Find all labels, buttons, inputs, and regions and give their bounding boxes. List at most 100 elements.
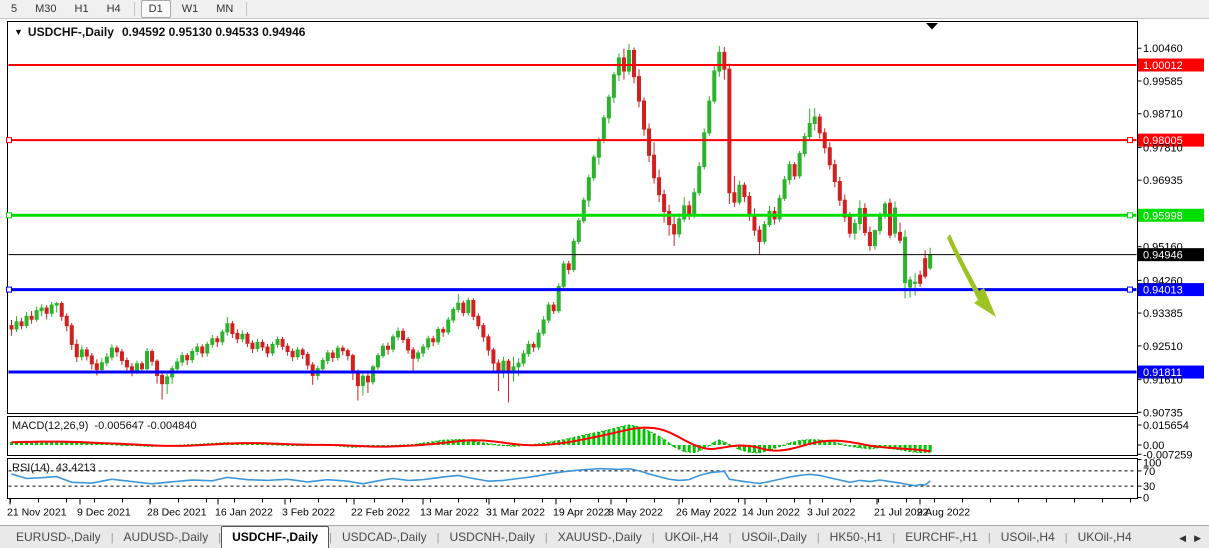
macd-histogram-bar	[692, 445, 696, 453]
date-axis-label: 14 Jun 2022	[742, 507, 800, 519]
date-axis-label: 3 Feb 2022	[282, 507, 335, 519]
candle-body	[893, 207, 898, 234]
candle-body	[260, 341, 265, 348]
chart-tab-usdcad-daily[interactable]: USDCAD-,Daily	[341, 530, 427, 544]
date-axis-label: 8 May 2022	[608, 507, 663, 519]
chart-tab-ukoil-h4[interactable]: UKOil-,H4	[1077, 530, 1132, 544]
macd-histogram-bar	[607, 429, 611, 445]
candle-body	[752, 214, 757, 231]
macd-histogram-bar	[481, 442, 485, 445]
macd-histogram-bar	[125, 445, 129, 446]
chart-dropdown-icon[interactable]: ▼	[14, 27, 23, 37]
candle-body	[491, 349, 496, 364]
macd-histogram-bar	[120, 444, 124, 446]
candle-body	[220, 331, 225, 343]
tab-separator: |	[218, 532, 222, 544]
candle-body	[882, 203, 887, 216]
candle-body	[692, 192, 697, 216]
line-drag-handle[interactable]	[6, 286, 12, 293]
candle-body	[380, 345, 385, 357]
price-level-badge-label: 0.91811	[1143, 367, 1182, 379]
rsi-pane[interactable]	[7, 458, 1138, 499]
macd-histogram-bar	[20, 441, 24, 445]
candle-body	[205, 343, 210, 354]
candle-body	[556, 285, 561, 312]
price-level-badge	[1138, 58, 1204, 72]
line-drag-handle[interactable]	[1127, 212, 1133, 219]
candle-body	[712, 70, 717, 102]
candle-body	[767, 210, 772, 226]
timeframe-button-mn[interactable]: MN	[216, 3, 234, 15]
chart-tab-ukoil-h4[interactable]: UKOil-,H4	[664, 530, 719, 544]
macd-histogram-bar	[823, 440, 827, 445]
candle-body	[24, 315, 29, 327]
timeframe-button-5[interactable]: 5	[11, 3, 18, 15]
macd-histogram-bar	[722, 442, 726, 445]
tab-separator: |	[329, 532, 332, 544]
macd-histogram-bar	[381, 445, 385, 447]
macd-pane[interactable]	[7, 416, 1138, 456]
chart-tab-usoil-h4[interactable]: USOil-,H4	[1000, 530, 1055, 544]
macd-histogram-bar	[90, 443, 94, 445]
main-plot-pane[interactable]	[7, 21, 1138, 414]
candle-body	[707, 100, 712, 134]
candle-body	[190, 350, 195, 361]
macd-plot	[10, 424, 932, 454]
chart-tab-usdchf-daily[interactable]: USDCHF-,Daily	[221, 526, 330, 548]
macd-histogram-bar	[461, 439, 465, 445]
date-axis-label: 13 Mar 2022	[420, 507, 479, 519]
chart-tab-eurusd-daily[interactable]: EURUSD-,Daily	[16, 530, 101, 544]
tab-separator: |	[987, 532, 991, 544]
line-drag-handle[interactable]	[6, 137, 12, 144]
macd-histogram-bar	[898, 445, 902, 450]
candle-body	[79, 349, 84, 358]
chart-tab-hk50-h1[interactable]: HK50-,H1	[829, 530, 883, 544]
chart-tab-usdcnh-daily[interactable]: USDCNH-,Daily	[449, 530, 535, 544]
chart-title: ▼ USDCHF-,Daily 0.94592 0.95130 0.94533 0.…	[14, 25, 305, 39]
tab-scroll-left-icon[interactable]: ◀	[1179, 533, 1187, 543]
line-drag-handle[interactable]	[1127, 137, 1133, 144]
macd-histogram-bar	[476, 441, 480, 445]
candle-body	[807, 122, 812, 138]
macd-histogram-bar	[491, 444, 495, 446]
candle-body	[386, 345, 390, 350]
chart-tab-eurchf-h1[interactable]: EURCHF-,H1	[905, 530, 978, 544]
timeframe-button-h1[interactable]: H1	[74, 3, 89, 15]
chart-tab-usoil-daily[interactable]: USOil-,Daily	[741, 530, 807, 544]
tab-separator: |	[892, 532, 896, 544]
tab-separator: |	[816, 532, 820, 544]
date-axis-label: 9 Aug 2022	[917, 507, 970, 519]
timeframe-button-m30[interactable]: M30	[35, 3, 57, 15]
candle-body	[59, 303, 64, 317]
price-level-badge-label: 0.98005	[1143, 135, 1183, 147]
tab-scroll-right-icon[interactable]: ▶	[1194, 533, 1201, 543]
line-drag-handle[interactable]	[1127, 286, 1133, 293]
candle-body	[456, 302, 461, 311]
chart-shift-marker-icon[interactable]	[926, 23, 938, 30]
candle-body	[145, 350, 150, 370]
date-axis[interactable]: 21 Nov 2021 9 Dec 2021 28 Dec 2021 16 Jan 2…	[7, 498, 1131, 519]
tab-separator: |	[110, 532, 114, 544]
timeframe-button-d1[interactable]: D1	[140, 0, 171, 18]
rsi-plot	[8, 467, 1137, 487]
timeframe-button-h4[interactable]: H4	[106, 3, 121, 15]
candle-body	[325, 352, 330, 361]
macd-histogram-bar	[95, 443, 99, 445]
chart-tab-xauusd-daily[interactable]: XAUUSD-,Daily	[557, 530, 642, 544]
timeframe-button-w1[interactable]: W1	[181, 3, 199, 15]
macd-histogram-bar	[376, 445, 380, 447]
macd-histogram-bar	[70, 442, 74, 445]
candle-body	[280, 339, 285, 347]
line-drag-handle[interactable]	[6, 212, 12, 219]
trend-arrow[interactable]	[947, 234, 996, 317]
candle-body	[561, 263, 566, 287]
macd-histogram-bar	[50, 441, 54, 445]
candle-body	[521, 353, 526, 364]
price-axis-tick-label: 0.94260	[1143, 275, 1183, 287]
macd-histogram-bar	[642, 429, 646, 445]
chart-tab-audusd-daily[interactable]: AUDUSD-,Daily	[123, 530, 209, 544]
candle-body	[290, 350, 295, 358]
price-level-badge-label: 1.00012	[1143, 60, 1183, 72]
date-axis-label: 28 Dec 2021	[147, 507, 207, 519]
